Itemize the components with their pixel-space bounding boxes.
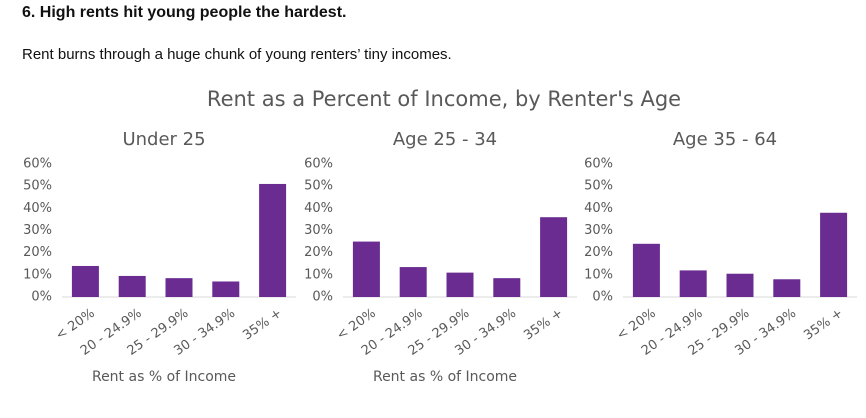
y-tick-label: 50%: [304, 179, 333, 194]
y-tick-label: 0%: [31, 290, 52, 305]
subtitle: Rent burns through a huge chunk of young…: [22, 46, 452, 63]
y-tick-label: 60%: [304, 157, 333, 172]
x-tick-label: 35% +: [521, 306, 566, 343]
x-tick-label: 35% +: [801, 306, 846, 343]
x-axis-label: Rent as % of Income: [92, 369, 236, 385]
y-tick-label: 0%: [312, 290, 333, 305]
y-tick-label: 60%: [23, 157, 52, 172]
y-tick-label: 30%: [304, 223, 333, 238]
heading: 6. High rents hit young people the harde…: [22, 4, 347, 21]
panel-title: Under 25: [122, 129, 205, 150]
y-tick-label: 20%: [23, 245, 52, 260]
bar: [71, 265, 99, 297]
y-tick-label: 50%: [584, 179, 613, 194]
y-tick-label: 40%: [23, 201, 52, 216]
bar: [259, 183, 287, 297]
y-tick-label: 40%: [304, 201, 333, 216]
bar: [118, 275, 146, 297]
bar: [726, 273, 754, 297]
bar: [820, 212, 848, 297]
bar: [212, 281, 240, 297]
bar: [632, 243, 660, 297]
bar: [399, 267, 427, 297]
y-tick-label: 10%: [584, 267, 613, 282]
bar: [165, 278, 193, 297]
y-tick-label: 40%: [584, 201, 613, 216]
panel-title: Age 35 - 64: [673, 129, 777, 150]
bar: [446, 272, 474, 297]
bar: [540, 217, 568, 297]
y-tick-label: 50%: [23, 179, 52, 194]
bar: [773, 279, 801, 297]
y-tick-label: 10%: [304, 267, 333, 282]
y-tick-label: 10%: [23, 267, 52, 282]
bar: [679, 270, 707, 297]
x-tick-label: 35% +: [240, 306, 285, 343]
bar: [352, 241, 380, 297]
y-tick-label: 20%: [304, 245, 333, 260]
figure-title: Rent as a Percent of Income, by Renter's…: [207, 87, 681, 111]
y-tick-label: 30%: [23, 223, 52, 238]
x-axis-label: Rent as % of Income: [373, 369, 517, 385]
panel-title: Age 25 - 34: [393, 129, 497, 150]
y-tick-label: 0%: [592, 290, 613, 305]
y-tick-label: 30%: [584, 223, 613, 238]
bar: [493, 278, 521, 297]
y-tick-label: 60%: [584, 157, 613, 172]
y-tick-label: 20%: [584, 245, 613, 260]
